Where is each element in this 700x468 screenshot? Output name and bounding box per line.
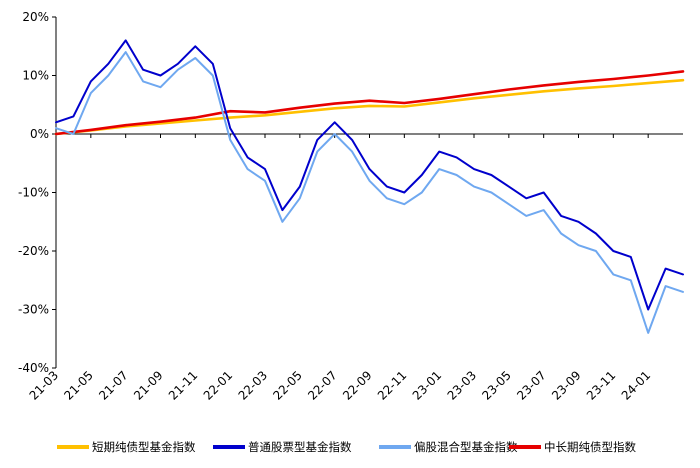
- x-tick-label: 22-09: [340, 368, 375, 403]
- series-line-4: [54, 70, 685, 136]
- x-tick-label: 21-07: [96, 368, 131, 403]
- x-tick-label: 21-11: [166, 368, 201, 403]
- y-tick-label: -10%: [18, 186, 49, 200]
- x-axis: 21-03 21-05 21-07 21-09 21-11 22-01 22-03 22-05…: [27, 133, 683, 403]
- y-tick-label: -30%: [18, 303, 49, 317]
- x-tick-label: 21-09: [131, 368, 166, 403]
- x-tick-label: 23-03: [445, 368, 480, 403]
- x-tick-label: 24-01: [619, 368, 654, 403]
- x-tick-label: 22-01: [201, 368, 236, 403]
- legend: 短期纯债型基金指数 普通股票型基金指数 偏股混合型基金指数 中长期纯债型指数: [57, 440, 636, 454]
- legend-label: 短期纯债型基金指数: [92, 440, 196, 454]
- x-tick-label: 22-03: [236, 368, 271, 403]
- y-axis: 20% 10% 0% -10% -20% -30% -40%: [18, 10, 57, 375]
- x-tick-label: 22-11: [375, 368, 410, 403]
- legend-label: 中长期纯债型指数: [544, 440, 636, 454]
- series-line-3: [55, 51, 684, 334]
- series-line-1: [54, 78, 685, 136]
- legend-label: 普通股票型基金指数: [248, 440, 352, 454]
- x-tick-label: 23-09: [549, 368, 584, 403]
- y-tick-label: 20%: [22, 10, 49, 24]
- x-tick-label: 23-07: [514, 368, 549, 403]
- x-tick-label: 23-01: [410, 368, 445, 403]
- y-tick-label: 0%: [30, 127, 49, 141]
- y-tick-label: -20%: [18, 244, 49, 258]
- y-tick-label: -40%: [18, 361, 49, 375]
- series-line-2: [55, 39, 684, 311]
- x-tick-label: 22-05: [270, 368, 305, 403]
- series-layer: [54, 39, 685, 334]
- x-tick-label: 23-05: [479, 368, 514, 403]
- x-tick-label: 21-05: [61, 368, 96, 403]
- y-tick-label: 10%: [22, 69, 49, 83]
- legend-label: 偏股混合型基金指数: [414, 440, 518, 454]
- x-tick-label: 22-07: [305, 368, 340, 403]
- x-tick-label: 23-11: [584, 368, 619, 403]
